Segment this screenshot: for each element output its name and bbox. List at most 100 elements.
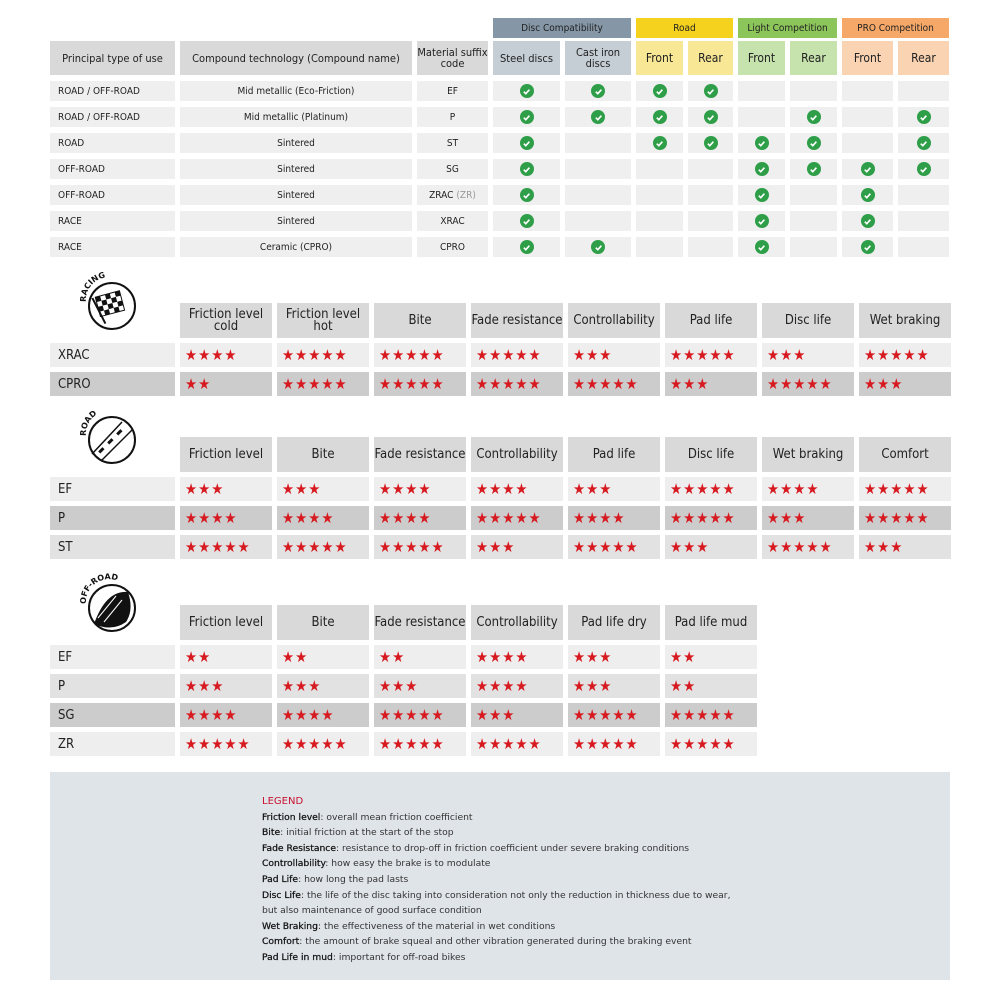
rating-column-header: Friction level bbox=[180, 437, 272, 472]
star-icon: ★ bbox=[683, 676, 696, 695]
star-icon: ★ bbox=[211, 676, 224, 695]
star-icon: ★ bbox=[573, 705, 586, 724]
star-icon: ★ bbox=[295, 345, 308, 364]
check-cell bbox=[790, 81, 837, 101]
star-icon: ★ bbox=[625, 374, 638, 393]
star-icon: ★ bbox=[767, 345, 780, 364]
star-icon: ★ bbox=[211, 734, 224, 753]
legend-term: Pad Life bbox=[262, 873, 299, 885]
star-icon: ★ bbox=[515, 734, 528, 753]
star-icon: ★ bbox=[502, 508, 515, 527]
legend-item: Pad Life in mud: important for off-road … bbox=[262, 950, 731, 966]
star-icon: ★ bbox=[696, 705, 709, 724]
check-cell bbox=[842, 107, 893, 127]
legend-term: Friction level bbox=[262, 811, 321, 823]
star-icon: ★ bbox=[321, 537, 334, 556]
star-icon: ★ bbox=[709, 734, 722, 753]
star-icon: ★ bbox=[890, 345, 903, 364]
column-header: Material suffix code bbox=[417, 41, 488, 75]
star-rating: ★ ★ ★ ★ bbox=[471, 645, 563, 669]
check-cell bbox=[738, 107, 785, 127]
star-icon: ★ bbox=[806, 479, 819, 498]
star-icon: ★ bbox=[185, 734, 198, 753]
star-icon: ★ bbox=[903, 345, 916, 364]
check-cell bbox=[636, 185, 683, 205]
header-spacer bbox=[50, 303, 175, 338]
star-icon: ★ bbox=[321, 345, 334, 364]
compound-cell: Mid metallic (Eco-Friction) bbox=[180, 81, 412, 101]
header-spacer bbox=[50, 437, 175, 472]
check-icon bbox=[519, 84, 534, 98]
check-icon bbox=[754, 136, 769, 150]
star-rating: ★ ★ ★ bbox=[374, 674, 466, 698]
star-icon: ★ bbox=[282, 537, 295, 556]
star-rating: ★ ★ bbox=[180, 372, 272, 396]
star-rating: ★ ★ ★ ★ bbox=[374, 506, 466, 530]
compound-code: P bbox=[50, 506, 175, 530]
check-cell bbox=[898, 185, 949, 205]
rating-column-header: Disc life bbox=[665, 437, 757, 472]
star-icon: ★ bbox=[793, 374, 806, 393]
star-icon: ★ bbox=[211, 345, 224, 364]
star-icon: ★ bbox=[405, 479, 418, 498]
star-icon: ★ bbox=[515, 647, 528, 666]
rating-column-header: Bite bbox=[277, 437, 369, 472]
star-icon: ★ bbox=[599, 705, 612, 724]
star-icon: ★ bbox=[683, 647, 696, 666]
star-icon: ★ bbox=[612, 734, 625, 753]
star-rating: ★ ★ ★ ★ bbox=[180, 343, 272, 367]
star-icon: ★ bbox=[295, 705, 308, 724]
star-icon: ★ bbox=[599, 479, 612, 498]
star-icon: ★ bbox=[185, 345, 198, 364]
star-rating: ★ ★ ★ bbox=[568, 477, 660, 501]
star-icon: ★ bbox=[198, 676, 211, 695]
check-cell bbox=[493, 107, 560, 127]
star-icon: ★ bbox=[670, 508, 683, 527]
star-icon: ★ bbox=[683, 345, 696, 364]
star-icon: ★ bbox=[696, 345, 709, 364]
star-rating: ★ ★ ★ ★ ★ bbox=[859, 343, 951, 367]
star-icon: ★ bbox=[308, 705, 321, 724]
star-icon: ★ bbox=[185, 647, 198, 666]
star-icon: ★ bbox=[670, 647, 683, 666]
legend-box: LEGEND Friction level: overall mean fric… bbox=[50, 772, 950, 980]
legend-term: Controllability bbox=[262, 858, 326, 870]
legend-term: Pad Life in mud bbox=[262, 951, 333, 963]
check-cell bbox=[738, 133, 785, 153]
star-rating: ★ ★ ★ ★ ★ bbox=[180, 732, 272, 756]
check-cell bbox=[842, 237, 893, 257]
star-icon: ★ bbox=[916, 508, 929, 527]
star-icon: ★ bbox=[379, 345, 392, 364]
code-text: EF bbox=[447, 85, 458, 97]
star-icon: ★ bbox=[890, 537, 903, 556]
star-icon: ★ bbox=[612, 537, 625, 556]
check-cell bbox=[842, 133, 893, 153]
check-icon bbox=[591, 240, 605, 254]
star-icon: ★ bbox=[431, 374, 444, 393]
star-icon: ★ bbox=[282, 647, 295, 666]
check-cell bbox=[565, 81, 631, 101]
star-icon: ★ bbox=[599, 734, 612, 753]
check-cell bbox=[688, 107, 733, 127]
rating-column-header: Wet braking bbox=[762, 437, 854, 472]
group-spacer bbox=[180, 18, 412, 38]
star-icon: ★ bbox=[625, 734, 638, 753]
star-rating: ★ ★ ★ bbox=[277, 477, 369, 501]
star-icon: ★ bbox=[489, 537, 502, 556]
check-cell bbox=[565, 211, 631, 231]
star-icon: ★ bbox=[405, 705, 418, 724]
star-icon: ★ bbox=[392, 734, 405, 753]
star-rating: ★ ★ ★ ★ ★ bbox=[277, 535, 369, 559]
star-icon: ★ bbox=[418, 374, 431, 393]
star-icon: ★ bbox=[476, 508, 489, 527]
star-icon: ★ bbox=[722, 734, 735, 753]
check-icon bbox=[860, 162, 875, 176]
star-icon: ★ bbox=[683, 734, 696, 753]
star-icon: ★ bbox=[864, 374, 877, 393]
use-cell: ROAD / OFF-ROAD bbox=[50, 107, 175, 127]
star-icon: ★ bbox=[185, 537, 198, 556]
star-icon: ★ bbox=[308, 508, 321, 527]
star-rating: ★ ★ ★ bbox=[471, 703, 563, 727]
star-icon: ★ bbox=[237, 537, 250, 556]
star-icon: ★ bbox=[780, 508, 793, 527]
